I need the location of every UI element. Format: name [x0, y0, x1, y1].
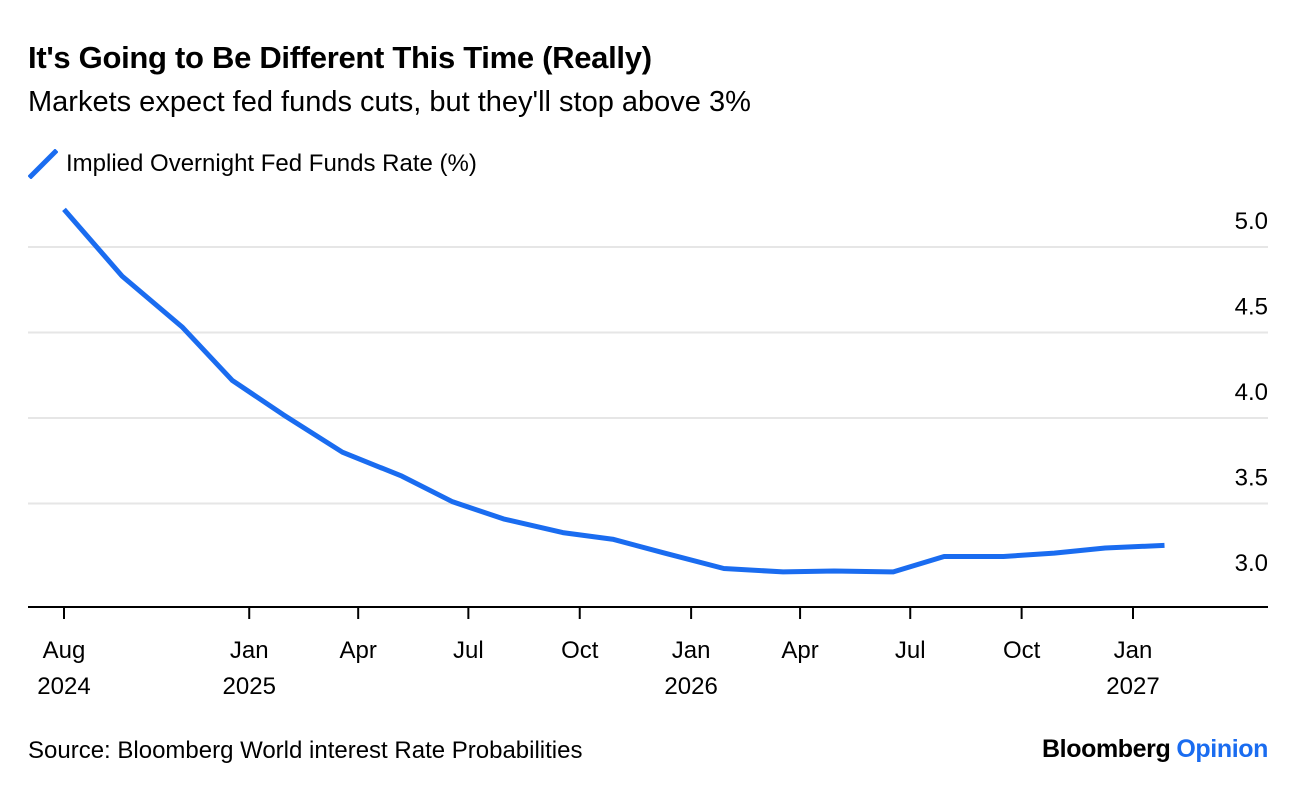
x-tick-label: Apr: [340, 637, 377, 664]
brand-logo: Bloomberg Opinion: [1042, 735, 1268, 764]
x-axis-tick-labels: Aug 2024 Jan 2025 Apr Jul Oct Jan 2026 Apr Jul Oct J…: [37, 637, 1159, 700]
y-tick-label: 3.5: [1235, 465, 1268, 492]
y-tick-label: 5.0: [1235, 208, 1268, 235]
x-tick-year-label: 2026: [664, 673, 717, 700]
x-tick-label: Apr: [781, 637, 818, 664]
x-tick-label: Jan: [1114, 637, 1153, 664]
x-tick-label: Jan: [672, 637, 711, 664]
x-tick-label: Jul: [453, 637, 484, 664]
x-tick-year-label: 2025: [223, 673, 276, 700]
y-tick-label: 4.0: [1235, 379, 1268, 406]
brand-section: Opinion: [1176, 735, 1268, 763]
chart-subtitle: Markets expect fed funds cuts, but they'…: [28, 86, 751, 118]
x-tick-label: Aug: [43, 637, 86, 664]
gridlines: [28, 246, 1268, 505]
y-axis-tick-labels: 3.0 3.5 4.0 4.5 5.0: [1235, 208, 1268, 577]
series-line-fed-funds-rate: [62, 207, 1165, 575]
x-tick-label: Oct: [1003, 637, 1041, 664]
series-lines: [62, 207, 1165, 575]
x-axis: [28, 606, 1268, 619]
source-note: Source: Bloomberg World interest Rate Pr…: [28, 737, 583, 764]
y-tick-label: 4.5: [1235, 294, 1268, 321]
chart-title: It's Going to Be Different This Time (Re…: [28, 40, 652, 75]
x-tick-year-label: 2024: [37, 673, 90, 700]
brand-name: Bloomberg: [1042, 735, 1171, 763]
legend-swatch-icon: [28, 149, 58, 179]
x-tick-label: Oct: [561, 637, 599, 664]
x-tick-label: Jul: [895, 637, 926, 664]
x-tick-year-label: 2027: [1106, 673, 1159, 700]
legend-label: Implied Overnight Fed Funds Rate (%): [66, 150, 477, 177]
legend: Implied Overnight Fed Funds Rate (%): [28, 148, 477, 180]
x-tick-label: Jan: [230, 637, 269, 664]
y-tick-label: 3.0: [1235, 550, 1268, 577]
